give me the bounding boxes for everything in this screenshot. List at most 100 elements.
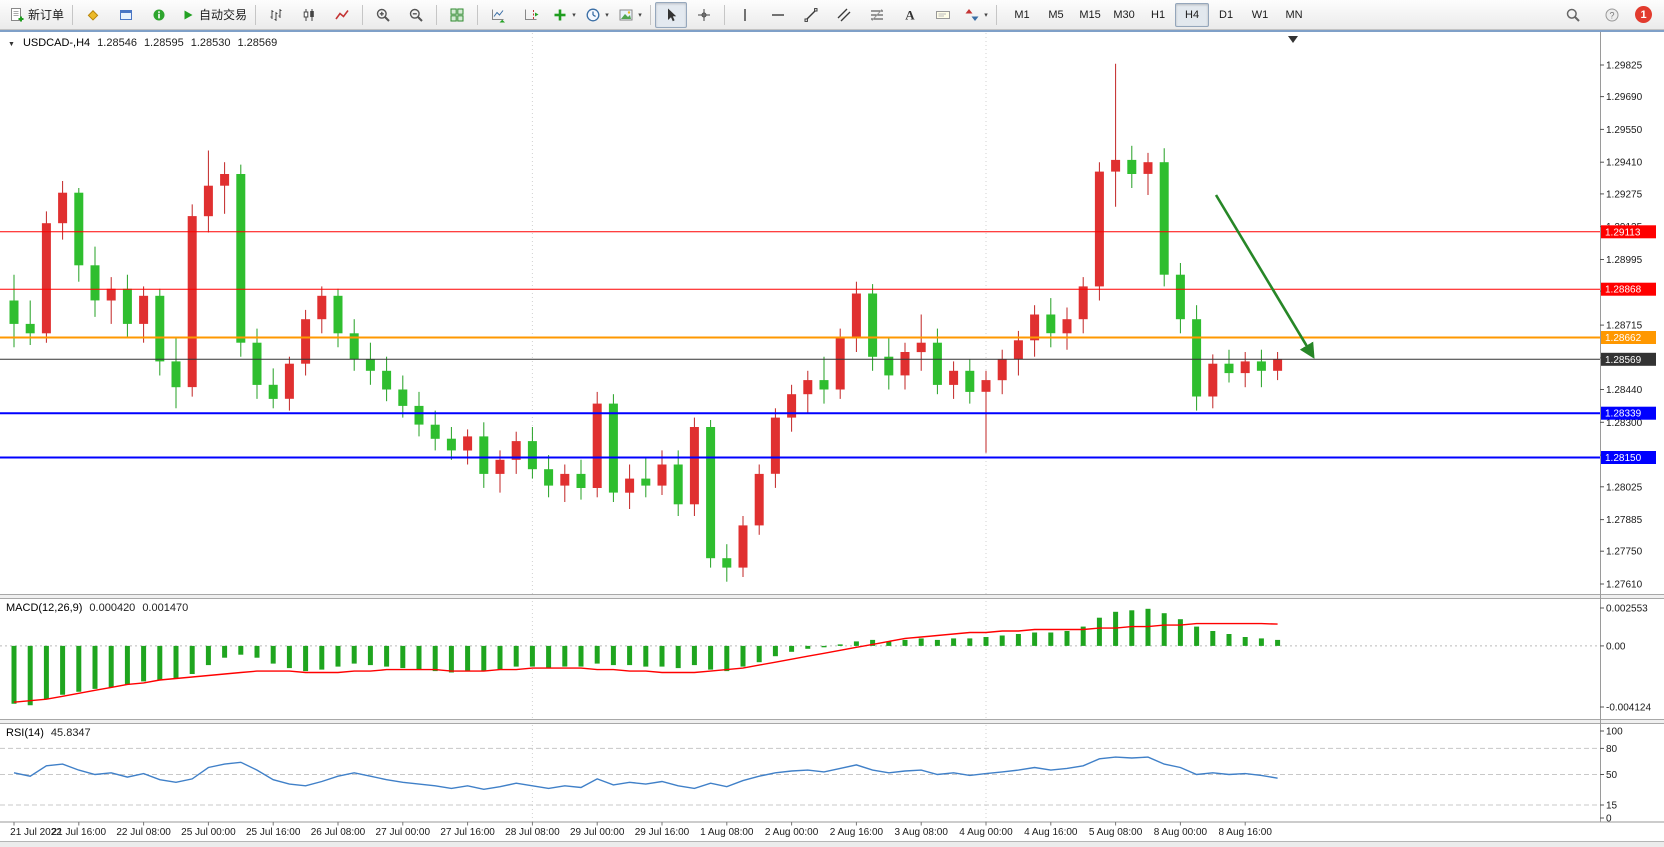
candle-body (106, 288, 116, 301)
candle-body (608, 403, 618, 493)
candle-body (171, 361, 181, 388)
time-tick-label: 4 Aug 16:00 (1024, 827, 1078, 838)
timeframe-mn[interactable]: MN (1285, 8, 1303, 21)
text-label-button[interactable] (927, 2, 959, 28)
timeframe-m1[interactable]: M1 (1014, 8, 1030, 21)
svg-text:?: ? (1609, 10, 1614, 20)
autotrading-button[interactable]: 自动交易 (176, 2, 251, 28)
price-label-badge-text: 1.28339 (1605, 409, 1642, 420)
search-button[interactable] (1557, 2, 1589, 28)
timeframe-m15[interactable]: M15 (1079, 8, 1101, 21)
line-chart-button[interactable] (326, 2, 358, 28)
timeframe-m5[interactable]: M5 (1048, 8, 1064, 21)
candle-body (220, 174, 230, 186)
channel-button[interactable] (828, 2, 860, 28)
candle-body (317, 295, 327, 320)
arrows-button[interactable]: ▾ (960, 2, 992, 28)
rsi-tick-label: 80 (1606, 744, 1618, 755)
candle-body (463, 436, 473, 451)
candle-body (965, 370, 975, 392)
cursor-button[interactable] (655, 1, 688, 28)
trend-arrow-object[interactable] (1214, 194, 1315, 359)
horizontal-line-button[interactable] (762, 2, 794, 28)
toolbar-separator (255, 4, 257, 25)
candle-body (479, 436, 489, 474)
candle-body (1046, 314, 1056, 334)
help-button[interactable]: ? (1596, 2, 1628, 28)
text-icon: A (902, 7, 918, 23)
tile-windows-button[interactable] (441, 2, 473, 28)
pane-separator[interactable] (0, 594, 1664, 599)
zoom-out-button[interactable] (400, 2, 432, 28)
candle-body (787, 394, 797, 418)
indicators-button[interactable]: ▾ (548, 2, 580, 28)
timeframe-d1[interactable]: D1 (1219, 8, 1234, 21)
autotrading-button-label: 自动交易 (199, 8, 248, 22)
candle-body (803, 380, 813, 395)
timeframe-h4[interactable]: H4 (1175, 2, 1210, 27)
fibonacci-button[interactable] (861, 2, 893, 28)
toolbar-separator (72, 4, 74, 25)
templates-button[interactable]: ▾ (614, 2, 646, 28)
candle-body (949, 370, 959, 385)
terminal-icon (118, 7, 134, 23)
chart-canvas[interactable]: 1.29825 1.29690 1.29550 1.29410 1.29275 1.291… (0, 32, 1664, 843)
price-tick-label: 1.28715 (1606, 321, 1643, 332)
price-scale[interactable]: 1.29825 1.29690 1.29550 1.29410 1.29275 1.291… (1600, 32, 1656, 825)
chart-shift-icon (523, 7, 539, 23)
candle-body (851, 293, 861, 338)
toolbar: 新订单 自动交易 ▾ ▾ ▾ A ▾ M1 M5 M15 M30 H1 H4 D1 W1 MN? 1 (0, 0, 1664, 30)
terminal-button[interactable] (110, 2, 142, 28)
fibonacci-icon (869, 7, 885, 23)
metaeditor-button[interactable] (77, 2, 109, 28)
price-label-badge (1601, 451, 1656, 464)
crosshair-button[interactable] (688, 2, 720, 28)
new-order-button[interactable]: 新订单 (5, 2, 68, 28)
candle-body (365, 359, 375, 371)
auto-scroll-icon (490, 7, 506, 23)
time-tick-label: 2 Aug 16:00 (830, 827, 884, 838)
toolbar-separator (996, 4, 998, 25)
text-button[interactable]: A (894, 2, 926, 28)
hline-icon (770, 7, 786, 23)
label-icon (935, 7, 951, 23)
rsi-tick-label: 0 (1606, 814, 1612, 825)
candle-body (560, 473, 570, 486)
timeframe-w1[interactable]: W1 (1251, 8, 1269, 21)
timeframe-h1[interactable]: H1 (1151, 8, 1166, 21)
auto-scroll-button[interactable] (482, 2, 514, 28)
new-order-button-label: 新订单 (28, 8, 65, 22)
time-tick-label: 27 Jul 16:00 (440, 827, 495, 838)
periods-clock-icon (585, 7, 601, 23)
news-button[interactable] (143, 2, 175, 28)
candle-body (1240, 361, 1250, 374)
price-tick-label: 1.29275 (1606, 189, 1643, 200)
pane-separator[interactable] (0, 719, 1664, 724)
candlestick-chart-button[interactable] (293, 2, 325, 28)
timeframe-m30[interactable]: M30 (1113, 8, 1135, 21)
candle-body (997, 359, 1007, 381)
candle-body (835, 338, 845, 390)
help-circle-icon: ? (1604, 7, 1620, 23)
trendline-button[interactable] (795, 2, 827, 28)
candle-body (527, 441, 537, 470)
macd-histogram (11, 608, 1281, 706)
tile-windows-icon (449, 7, 465, 23)
toolbar-separator (477, 4, 479, 25)
zoom-in-button[interactable] (367, 2, 399, 28)
chart-shift-button[interactable] (515, 2, 547, 28)
candle-body (41, 223, 51, 334)
periods-button[interactable]: ▾ (581, 2, 613, 28)
chart-shift-marker-icon[interactable] (1288, 36, 1298, 43)
vertical-line-button[interactable] (729, 2, 761, 28)
price-label-badge (1601, 225, 1656, 239)
time-tick-label: 1 Aug 08:00 (700, 827, 754, 838)
price-label-badge (1601, 352, 1656, 366)
time-tick-label: 21 Jul 2022 (10, 827, 62, 838)
price-label-badge-text: 1.28150 (1605, 453, 1642, 464)
candle-body (673, 464, 683, 505)
notification-badge[interactable]: 1 (1635, 6, 1652, 23)
bar-chart-button[interactable] (260, 2, 292, 28)
time-tick-label: 27 Jul 00:00 (376, 827, 431, 838)
